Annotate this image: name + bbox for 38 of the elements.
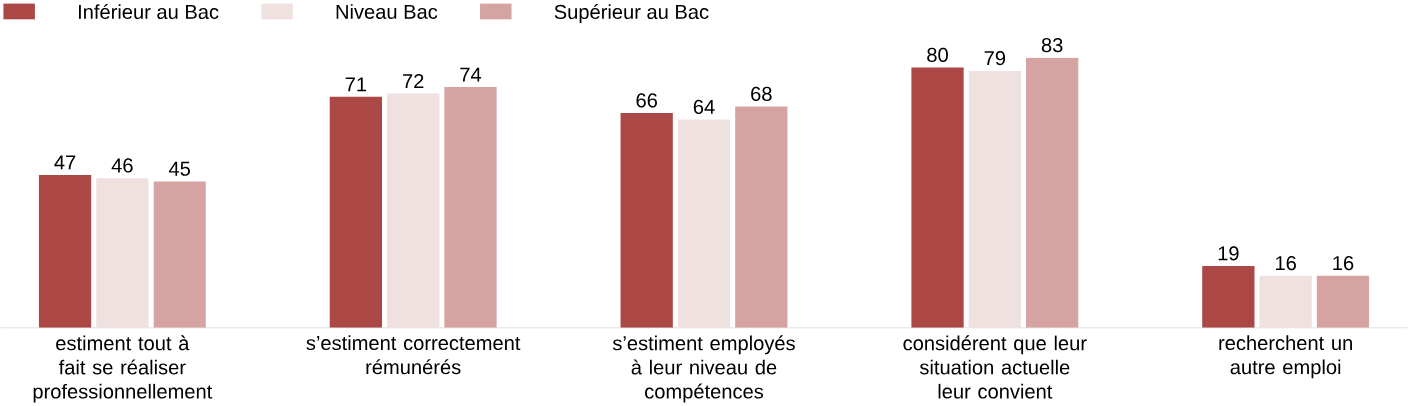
data-label: 72 <box>403 74 424 89</box>
data-label: 83 <box>1041 38 1063 53</box>
bar <box>1026 57 1079 328</box>
x-tick-label: estiment tout à fait se réaliser professionnellement <box>33 335 213 403</box>
legend-label: Niveau Bac <box>336 4 438 19</box>
data-label: 68 <box>751 86 772 102</box>
x-tick-label: considérent que leur situation actuelle leur convient <box>903 335 1087 399</box>
data-label: 47 <box>54 155 76 170</box>
legend-label: Inférieur au Bac <box>78 4 219 20</box>
bar <box>387 93 440 328</box>
bar <box>38 174 92 328</box>
data-label: 64 <box>693 99 715 115</box>
data-label: 66 <box>636 93 657 108</box>
bar <box>444 87 497 328</box>
data-label: 16 <box>1276 255 1296 271</box>
bar <box>911 67 964 328</box>
data-label: 46 <box>111 158 133 173</box>
bar <box>96 178 149 328</box>
data-label: 19 <box>1218 246 1239 261</box>
bar <box>735 106 788 328</box>
data-label: 71 <box>345 77 367 92</box>
bar <box>677 119 731 328</box>
bar <box>1259 275 1312 328</box>
data-label: 79 <box>984 51 1006 66</box>
x-tick-label: s’estiment correctement rémunérés <box>306 335 521 375</box>
data-label: 74 <box>460 67 482 82</box>
bar <box>968 70 1021 328</box>
data-label: 80 <box>927 47 948 63</box>
x-tick-label: s’estiment employés à leur niveau de compétences <box>612 335 795 403</box>
data-label: 45 <box>168 161 190 176</box>
bar <box>1316 275 1370 328</box>
bar <box>329 96 383 328</box>
x-tick-label: recherchent un autre emploi <box>1219 335 1352 379</box>
bar <box>1202 266 1255 328</box>
legend-label: Supérieur au Bac <box>554 4 709 24</box>
bar <box>620 113 673 328</box>
data-label: 16 <box>1333 255 1354 271</box>
bar <box>153 181 206 328</box>
